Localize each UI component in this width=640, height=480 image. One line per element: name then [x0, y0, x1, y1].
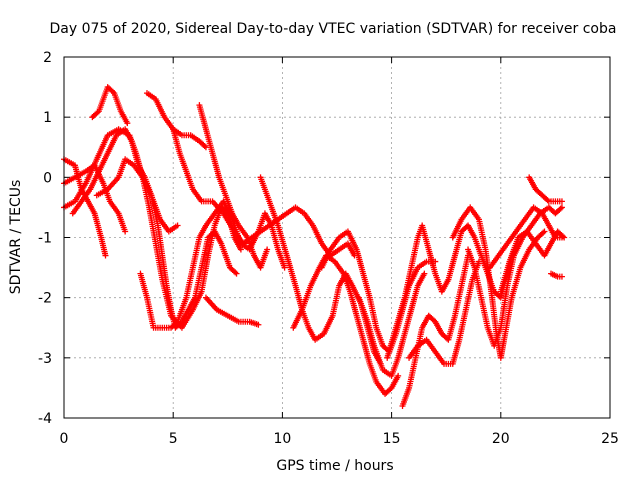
series-track-24: [548, 270, 565, 280]
x-tick-label: 10: [273, 431, 291, 447]
data-point: [544, 197, 551, 204]
y-tick-label: -3: [38, 351, 52, 367]
data-point: [541, 228, 548, 235]
data-point: [264, 246, 271, 253]
data-point: [557, 205, 564, 212]
data-point: [201, 143, 208, 150]
data-point: [237, 246, 244, 253]
series-track-9: [170, 126, 358, 259]
data-point: [94, 109, 101, 116]
data-point: [233, 270, 240, 277]
series-track-22: [497, 228, 568, 295]
data-point: [475, 258, 482, 265]
y-tick-label: -1: [38, 231, 52, 247]
series-track-2: [89, 84, 131, 127]
x-axis-label: GPS time / hours: [276, 458, 393, 474]
data-point: [421, 270, 428, 277]
data-point: [102, 252, 109, 259]
data-point: [122, 228, 129, 235]
y-axis-label: SDTVAR / TECUs: [8, 180, 24, 295]
y-tick-label: 2: [43, 50, 52, 66]
series-track-13: [290, 252, 402, 397]
series-track-1: [61, 156, 109, 259]
data-point: [558, 204, 565, 211]
data-point: [281, 264, 288, 271]
data-point: [540, 229, 547, 236]
x-tick-label: 5: [169, 431, 178, 447]
series-track-6: [93, 156, 181, 235]
data-point: [561, 234, 568, 241]
chart-title: Day 075 of 2020, Sidereal Day-to-day VTE…: [50, 21, 617, 37]
series-track-11: [202, 294, 262, 328]
series-track-15: [355, 270, 428, 379]
axis-ticks: 0 5 10 15 20 25 -4 -3 -2 -1 0 1 2: [38, 50, 619, 447]
y-tick-label: -2: [38, 291, 52, 307]
data-point: [559, 233, 566, 240]
data-point: [109, 88, 116, 95]
data-point: [558, 198, 565, 205]
data-point: [173, 319, 180, 326]
series-track-21: [486, 204, 565, 271]
series-track-8: [143, 90, 209, 151]
data-points: [61, 84, 568, 409]
series-track-14: [318, 228, 439, 355]
data-point: [395, 372, 402, 379]
plot-frame: [63, 56, 611, 419]
y-tick-label: 0: [43, 170, 52, 186]
data-point: [232, 269, 239, 276]
series-track-17: [399, 252, 472, 409]
data-point: [255, 321, 262, 328]
x-tick-label: 20: [492, 431, 510, 447]
y-tick-label: -4: [38, 411, 52, 427]
series-track-10: [196, 102, 271, 271]
series-track-19: [449, 204, 548, 361]
data-point: [124, 120, 131, 127]
x-tick-label: 15: [383, 431, 401, 447]
data-point: [174, 222, 181, 229]
data-point: [558, 273, 565, 280]
series-track-23: [526, 174, 565, 205]
x-tick-label: 0: [60, 431, 69, 447]
x-tick-label: 25: [601, 431, 619, 447]
y-tick-label: 1: [43, 110, 52, 126]
